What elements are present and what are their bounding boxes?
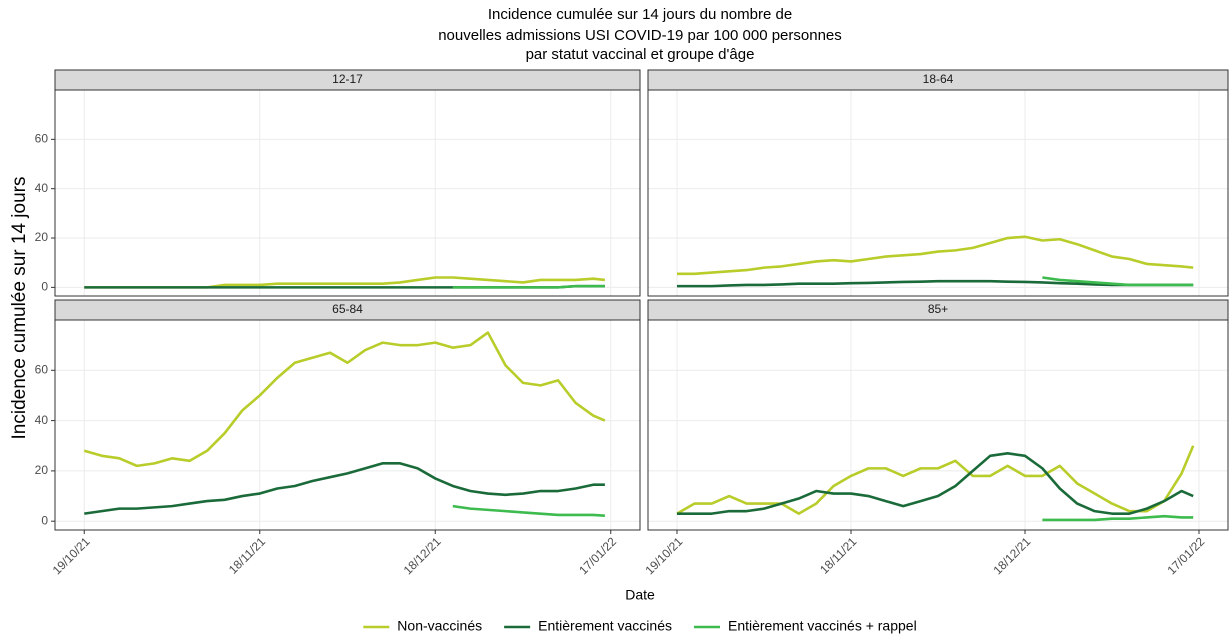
plot-area bbox=[55, 90, 640, 296]
series-line bbox=[83, 331, 606, 468]
series-line bbox=[452, 284, 605, 289]
x-tick-label: 17/01/22 bbox=[1164, 534, 1207, 577]
y-tick-label: 40 bbox=[35, 413, 49, 427]
y-tick-label: 0 bbox=[41, 280, 48, 294]
y-tick-label: 20 bbox=[35, 463, 49, 477]
series-line bbox=[676, 445, 1195, 515]
facet-title: 85+ bbox=[928, 302, 948, 316]
x-tick-label: 17/01/22 bbox=[576, 534, 619, 577]
x-tick-label: 19/10/21 bbox=[50, 534, 93, 577]
x-tick-label: 18/12/21 bbox=[401, 534, 444, 577]
y-tick-label: 60 bbox=[35, 362, 49, 376]
chart-title: Incidence cumulée sur 14 jours du nombre… bbox=[488, 6, 792, 23]
y-tick-label: 60 bbox=[35, 132, 49, 146]
chart-title: nouvelles admissions USI COVID-19 par 10… bbox=[438, 27, 842, 44]
x-axis-title: Date bbox=[625, 587, 655, 603]
y-axis-title: Incidence cumulée sur 14 jours bbox=[9, 177, 30, 440]
plot-area bbox=[648, 90, 1228, 296]
facet-title: 18-64 bbox=[923, 72, 954, 86]
series-line bbox=[1042, 514, 1194, 522]
series-line bbox=[1042, 276, 1194, 287]
series-line bbox=[84, 462, 605, 515]
y-tick-label: 20 bbox=[35, 230, 49, 244]
plot-area bbox=[55, 320, 640, 530]
facet-title: 65-84 bbox=[332, 302, 363, 316]
series-line bbox=[677, 235, 1194, 276]
legend-label: Entièrement vaccinés + rappel bbox=[728, 618, 917, 634]
panel-border bbox=[647, 89, 1229, 297]
x-tick-label: 19/10/21 bbox=[642, 534, 685, 577]
x-tick-label: 18/11/21 bbox=[817, 534, 860, 577]
legend-label: Non-vaccinés bbox=[397, 618, 482, 634]
panel-border bbox=[647, 319, 1229, 531]
y-tick-label: 40 bbox=[35, 181, 49, 195]
chart-title: par statut vaccinal et groupe d'âge bbox=[526, 46, 755, 63]
x-tick-label: 18/12/21 bbox=[990, 534, 1033, 577]
legend-label: Entièrement vaccinés bbox=[538, 618, 672, 634]
series-line bbox=[677, 451, 1194, 515]
legend: Non-vaccinés Entièrement vaccinés Entièrem… bbox=[363, 618, 917, 634]
x-tick-label: 18/11/21 bbox=[226, 534, 269, 577]
panel-border bbox=[54, 89, 641, 297]
y-tick-label: 0 bbox=[41, 513, 48, 527]
panel-border bbox=[54, 319, 641, 531]
series-line bbox=[452, 504, 605, 517]
facet-title: 12-17 bbox=[332, 72, 363, 86]
